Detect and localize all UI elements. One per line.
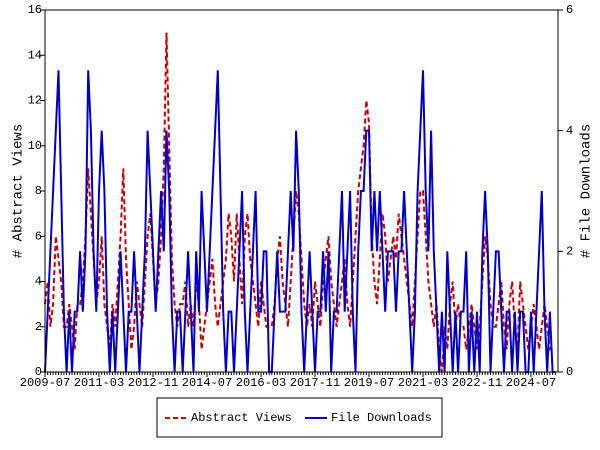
plot-frame: [44, 9, 559, 373]
x-tick-label: 2022-11: [452, 376, 502, 390]
y2-tick-label: 6: [566, 3, 573, 17]
y-tick-label: 6: [35, 229, 42, 243]
y-tick-label: 2: [35, 320, 42, 334]
y-tick-label: 14: [28, 48, 42, 62]
legend-label: File Downloads: [331, 411, 432, 425]
x-tick-label: 2016-03: [236, 376, 286, 390]
line-series: [44, 70, 556, 373]
x-tick-label: 2011-03: [74, 376, 124, 390]
y-tick-label: 0: [35, 365, 42, 379]
y2-tick-label: 4: [566, 124, 573, 138]
legend-box: [156, 397, 443, 438]
y-tick-label: 10: [28, 139, 42, 153]
y-axis-title: # Abstract Views: [11, 124, 27, 258]
line-series: [44, 32, 556, 373]
legend-label: Abstract Views: [191, 411, 292, 425]
x-tick-label: 2021-03: [398, 376, 448, 390]
y2-axis-title: # File Downloads: [579, 124, 595, 258]
x-tick-label: 2017-11: [290, 376, 340, 390]
y-tick-label: 16: [28, 3, 42, 17]
x-tick-label: 2014-07: [182, 376, 232, 390]
x-tick-label: 2024-07: [506, 376, 556, 390]
y-tick-label: 12: [28, 94, 42, 108]
y2-tick-label: 2: [566, 245, 573, 259]
y2-tick-label: 0: [566, 365, 573, 379]
x-tick-label: 2012-11: [128, 376, 178, 390]
x-tick-label: 2009-07: [20, 376, 70, 390]
y-tick-label: 8: [35, 184, 42, 198]
y-tick-label: 4: [35, 275, 42, 289]
x-tick-label: 2019-07: [344, 376, 394, 390]
